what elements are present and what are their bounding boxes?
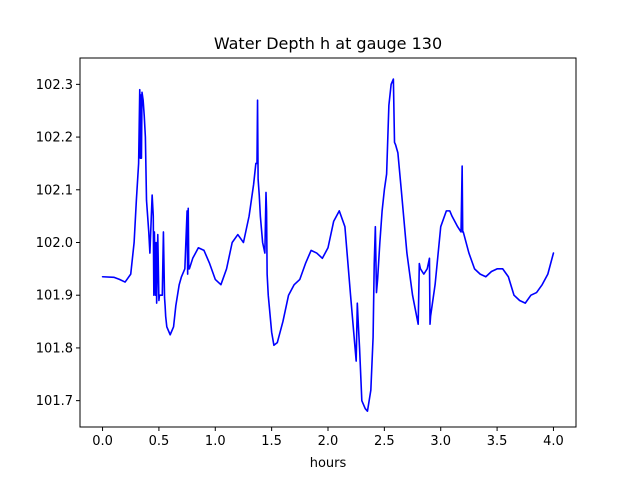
- y-tick-label: 101.8: [36, 341, 73, 356]
- x-tick-label: 1.0: [205, 434, 226, 449]
- y-tick-label: 102.3: [36, 78, 73, 93]
- x-tick-label: 0.0: [92, 434, 113, 449]
- series-line-0: [101, 78, 555, 412]
- y-tick-label: 102.1: [36, 183, 73, 198]
- x-tick-label: 2.0: [318, 434, 339, 449]
- chart-title: Water Depth h at gauge 130: [214, 34, 442, 53]
- x-tick-label: 2.5: [374, 434, 395, 449]
- y-tick-label: 101.9: [36, 289, 73, 304]
- x-tick-label: 1.5: [261, 434, 282, 449]
- y-tick-label: 102.0: [36, 236, 73, 251]
- plot-area: 0.0 0.5 1.0 1.5 2.0 2.5 3.0 3.5 4.0 101.7 101.8 101…: [36, 57, 577, 449]
- x-tick-label: 0.5: [149, 434, 170, 449]
- x-tick-label: 3.0: [430, 434, 451, 449]
- y-tick-label: 102.2: [36, 131, 73, 146]
- x-axis-label: hours: [310, 456, 347, 471]
- x-tick-label: 3.5: [487, 434, 508, 449]
- x-tick-label: 4.0: [543, 434, 564, 449]
- y-tick-label: 101.7: [36, 394, 73, 409]
